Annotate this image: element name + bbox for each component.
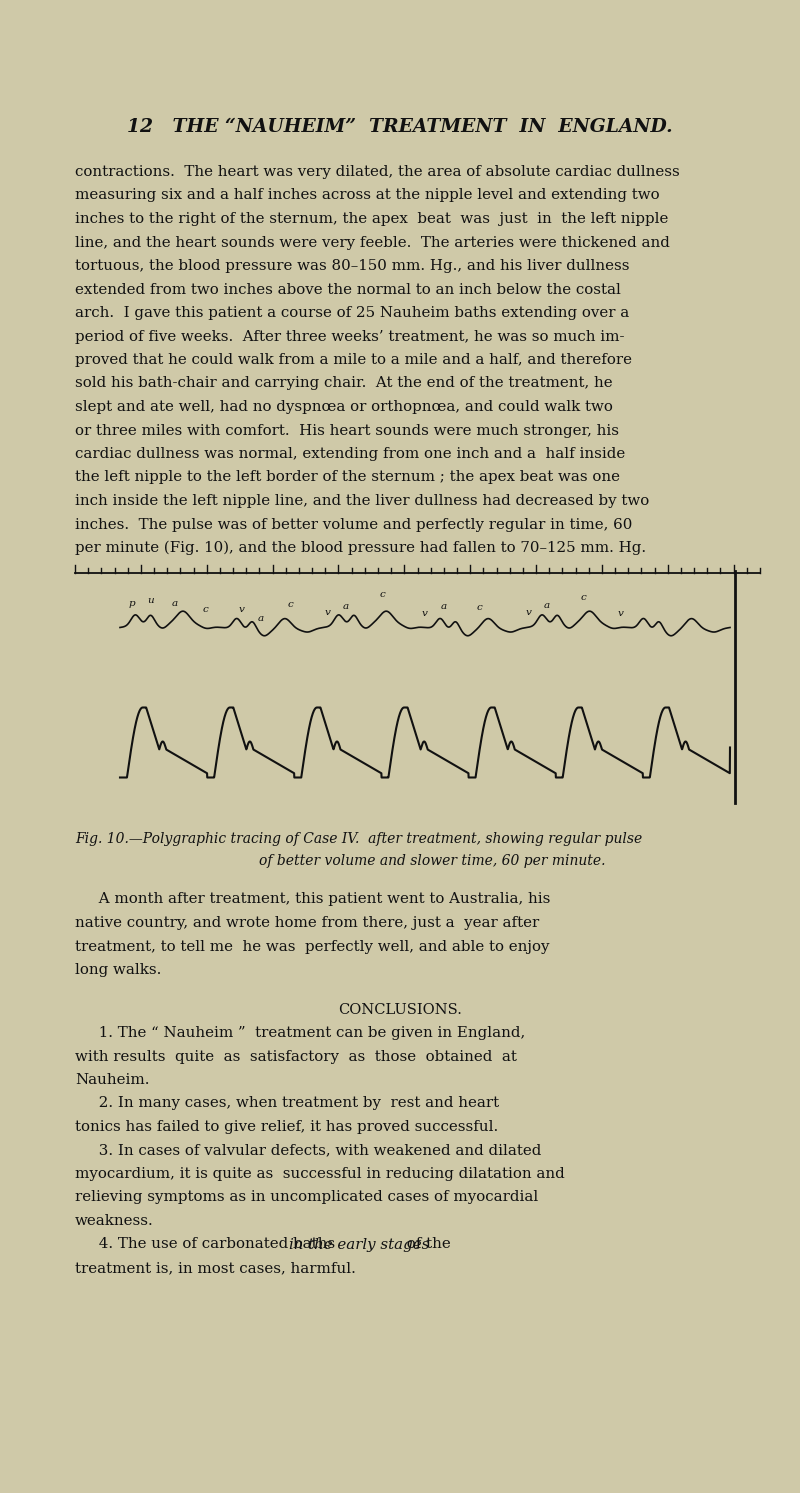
Text: myocardium, it is quite as  successful in reducing dilatation and: myocardium, it is quite as successful in…	[75, 1168, 565, 1181]
Text: relieving symptoms as in uncomplicated cases of myocardial: relieving symptoms as in uncomplicated c…	[75, 1190, 538, 1205]
Text: a: a	[342, 602, 349, 612]
Text: sold his bath-chair and carrying chair.  At the end of the treatment, he: sold his bath-chair and carrying chair. …	[75, 376, 613, 391]
Text: 12   THE “NAUHEIM”  TREATMENT  IN  ENGLAND.: 12 THE “NAUHEIM” TREATMENT IN ENGLAND.	[127, 118, 673, 136]
Text: 3. In cases of valvular defects, with weakened and dilated: 3. In cases of valvular defects, with we…	[75, 1144, 542, 1157]
Text: with results  quite  as  satisfactory  as  those  obtained  at: with results quite as satisfactory as th…	[75, 1050, 517, 1063]
Text: v: v	[325, 608, 330, 617]
Text: a: a	[258, 614, 263, 623]
Text: A month after treatment, this patient went to Australia, his: A month after treatment, this patient we…	[75, 893, 550, 906]
Text: treatment, to tell me  he was  perfectly well, and able to enjoy: treatment, to tell me he was perfectly w…	[75, 939, 550, 954]
Text: contractions.  The heart was very dilated, the area of absolute cardiac dullness: contractions. The heart was very dilated…	[75, 166, 680, 179]
Text: native country, and wrote home from there, just a  year after: native country, and wrote home from ther…	[75, 917, 539, 930]
Text: c: c	[379, 590, 385, 599]
Text: per minute (Fig. 10), and the blood pressure had fallen to 70–125 mm. Hg.: per minute (Fig. 10), and the blood pres…	[75, 540, 646, 555]
Text: 4. The use of carbonated baths: 4. The use of carbonated baths	[75, 1238, 340, 1251]
Text: 2. In many cases, when treatment by  rest and heart: 2. In many cases, when treatment by rest…	[75, 1096, 499, 1111]
Text: inches.  The pulse was of better volume and perfectly regular in time, 60: inches. The pulse was of better volume a…	[75, 518, 632, 532]
Text: a: a	[172, 599, 178, 608]
Text: a: a	[440, 602, 446, 611]
Text: inches to the right of the sternum, the apex  beat  was  just  in  the left nipp: inches to the right of the sternum, the …	[75, 212, 668, 225]
Text: treatment is, in most cases, harmful.: treatment is, in most cases, harmful.	[75, 1262, 356, 1275]
Text: measuring six and a half inches across at the nipple level and extending two: measuring six and a half inches across a…	[75, 188, 660, 203]
Text: c: c	[288, 600, 294, 609]
Text: of better volume and slower time, 60 per minute.: of better volume and slower time, 60 per…	[259, 854, 606, 869]
Text: a: a	[544, 600, 550, 609]
Text: u: u	[147, 596, 154, 605]
Text: proved that he could walk from a mile to a mile and a half, and therefore: proved that he could walk from a mile to…	[75, 352, 632, 367]
Text: 1. The “ Nauheim ”  treatment can be given in England,: 1. The “ Nauheim ” treatment can be give…	[75, 1026, 526, 1041]
Text: inch inside the left nipple line, and the liver dullness had decreased by two: inch inside the left nipple line, and th…	[75, 494, 650, 508]
Text: line, and the heart sounds were very feeble.  The arteries were thickened and: line, and the heart sounds were very fee…	[75, 236, 670, 249]
Text: v: v	[526, 608, 532, 617]
Text: c: c	[477, 603, 482, 612]
Text: c: c	[202, 605, 208, 614]
Text: v: v	[239, 605, 245, 614]
Text: slept and ate well, had no dyspnœa or orthopnœa, and could walk two: slept and ate well, had no dyspnœa or or…	[75, 400, 613, 414]
Text: v: v	[618, 609, 623, 618]
Text: Fig. 10.—Polygraphic tracing of Case IV.  after treatment, showing regular pulse: Fig. 10.—Polygraphic tracing of Case IV.…	[75, 833, 642, 847]
Text: long walks.: long walks.	[75, 963, 162, 976]
Text: arch.  I gave this patient a course of 25 Nauheim baths extending over a: arch. I gave this patient a course of 25…	[75, 306, 630, 320]
Text: tonics has failed to give relief, it has proved successful.: tonics has failed to give relief, it has…	[75, 1120, 498, 1135]
Text: Nauheim.: Nauheim.	[75, 1073, 150, 1087]
Text: of the: of the	[402, 1238, 451, 1251]
Text: weakness.: weakness.	[75, 1214, 154, 1229]
Text: in the early stages: in the early stages	[290, 1238, 430, 1251]
Text: v: v	[422, 609, 428, 618]
Text: c: c	[581, 593, 586, 602]
Text: period of five weeks.  After three weeks’ treatment, he was so much im-: period of five weeks. After three weeks’…	[75, 330, 625, 343]
Text: cardiac dullness was normal, extending from one inch and a  half inside: cardiac dullness was normal, extending f…	[75, 446, 626, 461]
Text: or three miles with comfort.  His heart sounds were much stronger, his: or three miles with comfort. His heart s…	[75, 424, 619, 437]
Text: tortuous, the blood pressure was 80–150 mm. Hg., and his liver dullness: tortuous, the blood pressure was 80–150 …	[75, 258, 630, 273]
Text: extended from two inches above the normal to an inch below the costal: extended from two inches above the norma…	[75, 282, 621, 297]
Text: the left nipple to the left border of the sternum ; the apex beat was one: the left nipple to the left border of th…	[75, 470, 620, 485]
Text: CONCLUSIONS.: CONCLUSIONS.	[338, 1002, 462, 1017]
Text: p: p	[129, 599, 135, 608]
